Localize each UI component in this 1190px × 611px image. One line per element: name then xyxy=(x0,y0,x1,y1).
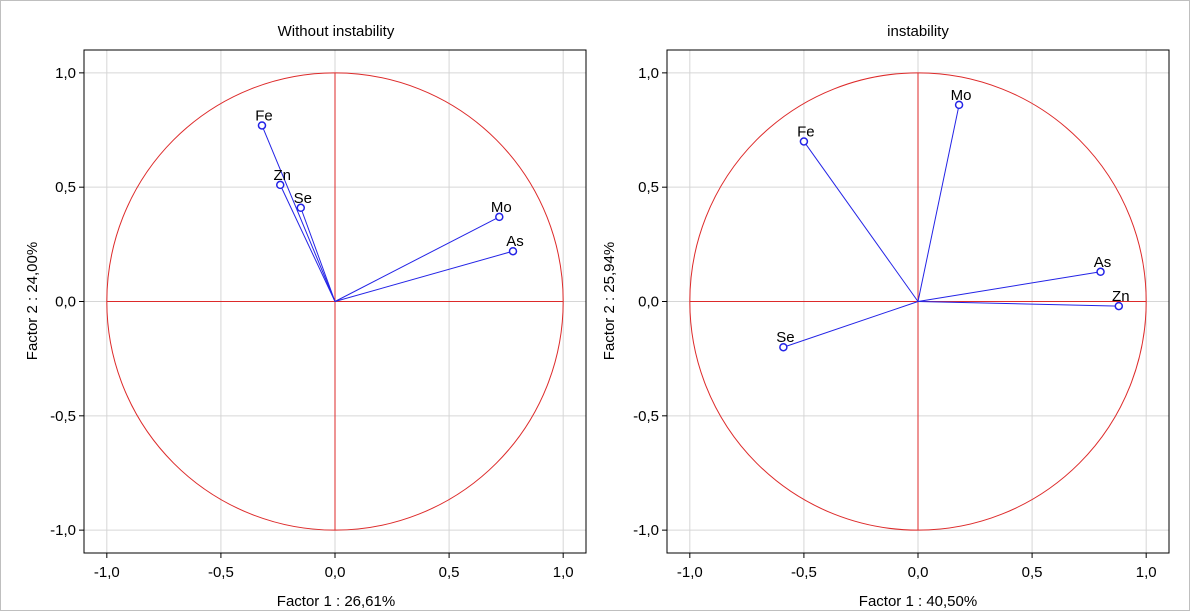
x-tick-label: -0,5 xyxy=(791,564,817,581)
loading-vector-zn xyxy=(279,184,336,302)
point-label-as: As xyxy=(506,233,524,250)
y-tick-label: -1,0 xyxy=(50,522,76,539)
x-tick-label: 0,5 xyxy=(1022,564,1043,581)
point-marker-as xyxy=(1096,267,1105,277)
y-tick-label: -1,0 xyxy=(633,522,659,539)
point-label-fe: Fe xyxy=(255,107,273,124)
y-tick-label: 1,0 xyxy=(55,65,76,82)
point-label-mo: Mo xyxy=(491,199,512,216)
point-label-zn: Zn xyxy=(1112,288,1130,305)
point-label-se: Se xyxy=(776,329,794,346)
plot-area: -1,0 -0,5 0,0 0,5 1,0 -1,0 -0,5 0,0 0,5 1,0 Mo Fe As… xyxy=(633,49,1170,581)
x-tick-label: 0,0 xyxy=(325,564,346,581)
x-tick-label: -1,0 xyxy=(94,564,120,581)
point-marker-as xyxy=(508,246,518,256)
plot-area: -1,0 -0,5 0,0 0,5 1,0 -1,0 -0,5 0,0 0,5 1,0 Fe ZnSe… xyxy=(50,49,587,581)
x-tick-label: 0,0 xyxy=(908,564,929,581)
x-axis-label: Factor 1 : 40,50% xyxy=(859,593,977,610)
x-tick-label: 1,0 xyxy=(553,564,574,581)
x-tick-label: 0,5 xyxy=(439,564,460,581)
point-marker-zn xyxy=(275,180,285,190)
point-marker-fe xyxy=(799,137,809,146)
point-marker-se xyxy=(779,342,788,352)
loading-vector-fe xyxy=(261,125,336,302)
loading-vector-as xyxy=(917,271,1101,302)
chart-title: Without instability xyxy=(278,23,395,40)
loading-vector-mo xyxy=(334,216,500,302)
x-tick-label: -0,5 xyxy=(208,564,234,581)
y-tick-label: 0,0 xyxy=(55,294,76,311)
y-axis-label: Factor 2 : 24,00% xyxy=(24,242,41,360)
point-label-fe: Fe xyxy=(797,123,815,140)
loading-vector-mo xyxy=(917,104,960,302)
point-label-as: As xyxy=(1094,254,1112,271)
chart-title: instability xyxy=(887,23,949,40)
x-tick-label: -1,0 xyxy=(677,564,703,581)
point-marker-zn xyxy=(1114,301,1124,311)
y-tick-label: -0,5 xyxy=(50,408,76,425)
loading-vector-zn xyxy=(917,301,1119,307)
point-marker-mo xyxy=(495,212,504,222)
point-label-mo: Mo xyxy=(951,87,972,104)
chart-panel-instability: instability Factor 1 : 40,50% Factor 2 :… xyxy=(601,23,977,610)
chart-panel-without-instability: Without instability Factor 1 : 26,61% Fa… xyxy=(24,23,395,610)
y-tick-label: 1,0 xyxy=(638,65,659,82)
y-tick-label: 0,5 xyxy=(55,179,76,196)
point-marker-se xyxy=(296,203,306,213)
y-tick-label: -0,5 xyxy=(633,408,659,425)
point-marker-mo xyxy=(954,100,964,110)
loading-vector-se xyxy=(783,301,919,348)
point-label-se: Se xyxy=(294,190,312,207)
x-tick-label: 1,0 xyxy=(1136,564,1157,581)
loading-vector-as xyxy=(334,250,514,302)
y-tick-label: 0,0 xyxy=(638,294,659,311)
x-axis-label: Factor 1 : 26,61% xyxy=(277,593,395,610)
point-label-zn: Zn xyxy=(273,167,291,184)
y-tick-label: 0,5 xyxy=(638,179,659,196)
point-marker-fe xyxy=(257,121,267,130)
loading-vector-se xyxy=(300,207,336,302)
loading-vector-fe xyxy=(803,141,919,302)
y-axis-label: Factor 2 : 25,94% xyxy=(601,242,618,360)
